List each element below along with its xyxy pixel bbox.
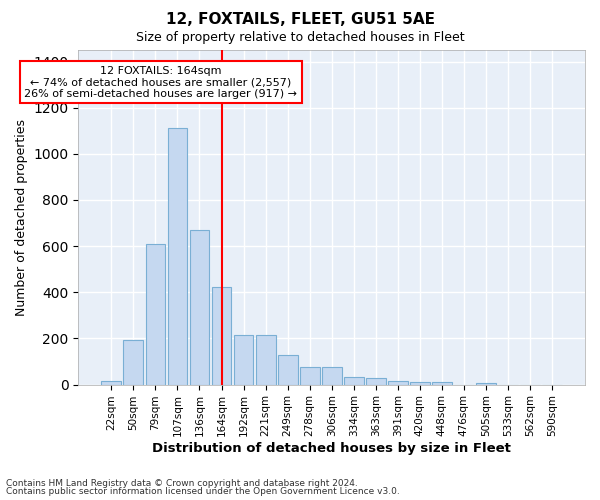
Bar <box>366 378 386 384</box>
Bar <box>432 382 452 384</box>
Bar <box>410 382 430 384</box>
Text: 12, FOXTAILS, FLEET, GU51 5AE: 12, FOXTAILS, FLEET, GU51 5AE <box>166 12 434 28</box>
Text: 12 FOXTAILS: 164sqm
← 74% of detached houses are smaller (2,557)
26% of semi-det: 12 FOXTAILS: 164sqm ← 74% of detached ho… <box>25 66 298 99</box>
Text: Contains public sector information licensed under the Open Government Licence v3: Contains public sector information licen… <box>6 487 400 496</box>
Y-axis label: Number of detached properties: Number of detached properties <box>15 119 28 316</box>
Bar <box>322 368 341 384</box>
Bar <box>344 376 364 384</box>
Bar <box>233 335 253 384</box>
Bar <box>124 340 143 384</box>
Bar <box>300 368 320 384</box>
Bar <box>190 230 209 384</box>
Bar <box>212 286 232 384</box>
Bar <box>101 381 121 384</box>
Bar <box>256 335 275 384</box>
Bar <box>167 128 187 384</box>
Bar <box>146 244 166 384</box>
X-axis label: Distribution of detached houses by size in Fleet: Distribution of detached houses by size … <box>152 442 511 455</box>
Text: Contains HM Land Registry data © Crown copyright and database right 2024.: Contains HM Land Registry data © Crown c… <box>6 478 358 488</box>
Text: Size of property relative to detached houses in Fleet: Size of property relative to detached ho… <box>136 31 464 44</box>
Bar <box>278 354 298 384</box>
Bar <box>388 381 408 384</box>
